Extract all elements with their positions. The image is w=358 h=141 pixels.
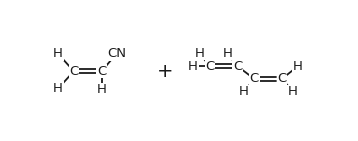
Text: H: H: [288, 85, 298, 98]
Text: +: +: [157, 62, 174, 81]
Text: C: C: [250, 72, 259, 85]
Text: C: C: [69, 65, 78, 78]
Text: C: C: [205, 60, 214, 73]
Text: H: H: [53, 47, 63, 60]
Text: H: H: [188, 60, 198, 73]
Text: CN: CN: [107, 47, 126, 60]
Text: H: H: [222, 47, 232, 60]
Text: H: H: [97, 83, 107, 96]
Text: H: H: [293, 60, 303, 73]
Text: C: C: [97, 65, 106, 78]
Text: C: C: [233, 60, 242, 73]
Text: H: H: [239, 85, 249, 98]
Text: H: H: [195, 47, 204, 60]
Text: C: C: [277, 72, 287, 85]
Text: H: H: [53, 82, 63, 95]
